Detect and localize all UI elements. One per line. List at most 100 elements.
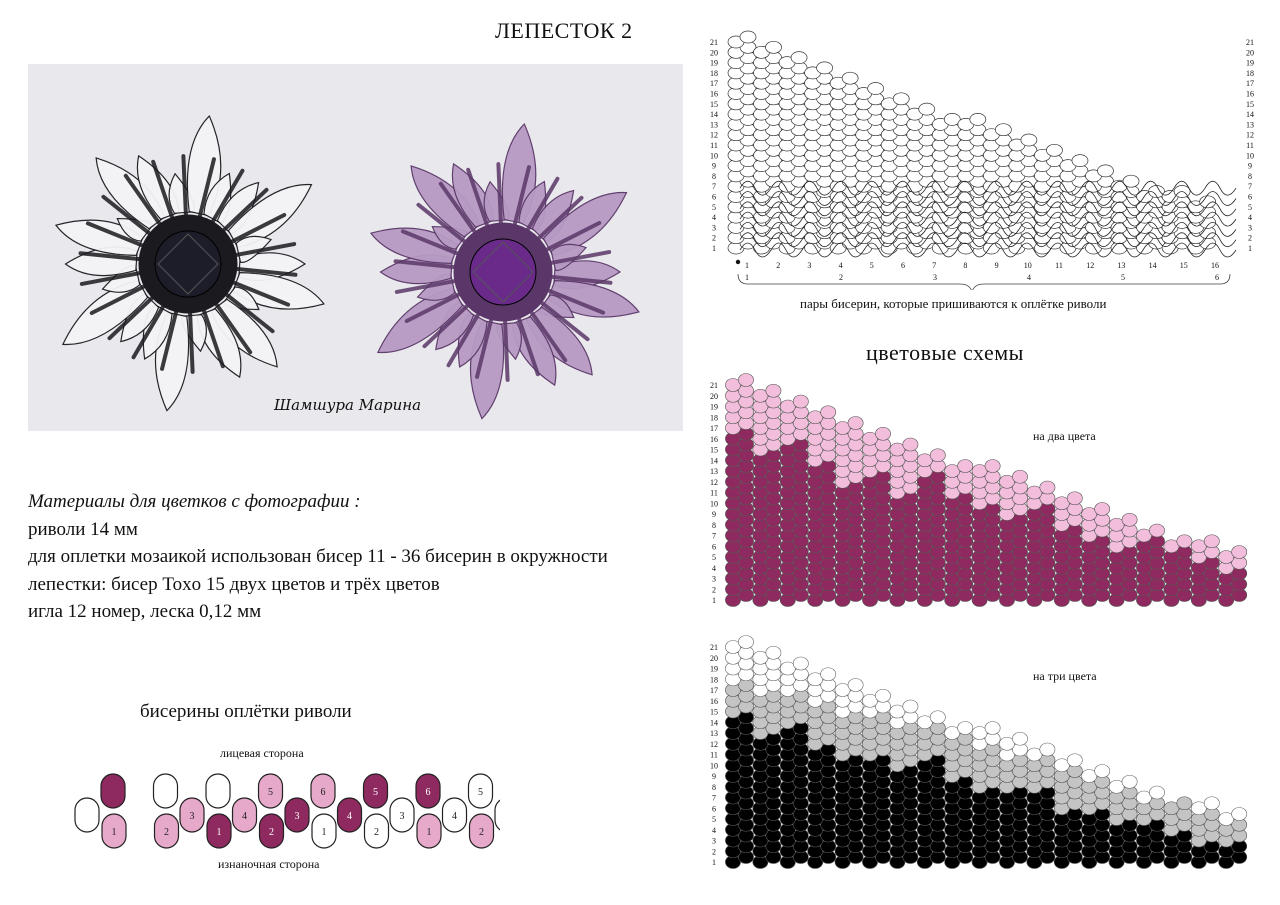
bead-number: 2 — [479, 827, 484, 838]
pair-number: 15 — [1180, 261, 1188, 270]
scheme-row-number: 3 — [712, 837, 716, 846]
row-number-right: 9 — [1248, 162, 1252, 171]
bead — [74, 797, 100, 833]
row-number-right: 11 — [1246, 141, 1254, 150]
scheme-bead — [765, 645, 782, 660]
scheme-bead — [1203, 796, 1220, 811]
pair-number: 16 — [1211, 261, 1219, 270]
scheme-row-number: 21 — [710, 381, 718, 390]
group-number: 2 — [839, 273, 843, 282]
wrap-bead-middle: 4 — [231, 797, 258, 833]
thread-path — [739, 191, 1237, 206]
row-number-left: 2 — [712, 234, 716, 243]
scheme-bead — [847, 678, 864, 692]
wrap-bead-top: 6 — [415, 773, 441, 809]
scheme-bead — [1203, 534, 1220, 549]
pattern-bead — [1122, 174, 1140, 188]
scheme-row-number: 1 — [712, 858, 716, 867]
bead-number: 2 — [269, 827, 274, 838]
scheme-bead — [1149, 785, 1165, 800]
petal-stripe — [227, 278, 291, 307]
wrap-bead-top — [152, 773, 179, 809]
color-schemes-title: цветовые схемы — [866, 340, 1024, 365]
pair-number: 1 — [745, 261, 749, 270]
scheme-bead — [1176, 796, 1193, 811]
petal-stripe — [502, 314, 510, 382]
scheme-bead — [1190, 539, 1207, 554]
petal-stripe — [511, 165, 531, 231]
beaded-flowers-image — [54, 114, 640, 420]
row-number-right: 10 — [1246, 151, 1254, 160]
scheme-row-number: 20 — [710, 654, 718, 663]
bead — [231, 797, 258, 833]
bead-number: 1 — [112, 827, 117, 838]
petal-stripe — [226, 212, 287, 246]
scheme-bead — [984, 459, 1001, 473]
row-number-left: 15 — [710, 100, 718, 109]
row-number-left: 10 — [710, 151, 718, 160]
scheme-bead — [1081, 769, 1098, 783]
bead-number: 6 — [321, 787, 326, 798]
wrap-beads-diagram: 5 6 5 6 5 3 4 3 4 3 4 1 2 1 2 1 2 1 2 — [74, 773, 500, 849]
scheme-row-number: 18 — [710, 675, 718, 684]
scheme-row-number: 19 — [710, 403, 718, 412]
scheme-row-number: 14 — [710, 456, 718, 465]
row-number-right: 5 — [1248, 203, 1252, 212]
scheme-bead — [1163, 801, 1180, 816]
scheme-bead — [1163, 539, 1180, 554]
bead-number: 1 — [322, 827, 327, 838]
scheme-row-number: 20 — [710, 392, 718, 401]
row-number-right: 17 — [1246, 79, 1254, 88]
rivoli-facet — [472, 241, 534, 303]
petal-stripe — [151, 159, 176, 224]
row-number-left: 7 — [712, 182, 716, 191]
scheme-bead — [834, 421, 851, 435]
petal-stripe — [533, 195, 584, 244]
petal-stripe — [515, 312, 540, 377]
scheme-bead — [765, 383, 782, 398]
wrap-bead-middle: 3 — [389, 797, 415, 833]
scheme-bead — [971, 464, 988, 478]
scheme-row-number: 5 — [712, 553, 716, 562]
row-number-right: 14 — [1246, 110, 1254, 119]
row-number-left: 5 — [712, 203, 716, 212]
bead — [389, 797, 415, 833]
wrap-section-title: бисерины оплётки риволи — [140, 701, 352, 722]
lilac-flower — [369, 122, 640, 420]
petal-stripe — [394, 278, 461, 294]
scheme-bead — [1108, 517, 1125, 532]
row-number-right: 12 — [1246, 131, 1254, 140]
scheme-bead — [1066, 753, 1083, 768]
bead-number: 1 — [427, 827, 432, 838]
scheme-bead — [752, 650, 769, 665]
thread-path — [739, 201, 1237, 217]
scheme-row-number: 8 — [712, 783, 716, 792]
bead — [468, 813, 495, 849]
wrap-bead-middle: 3 — [179, 797, 205, 833]
scheme-bead — [820, 667, 837, 682]
group-number: 5 — [1121, 273, 1125, 282]
pattern-bead — [969, 113, 987, 126]
bead — [257, 773, 284, 809]
wrap-bead-middle: 4 — [441, 797, 468, 833]
scheme-row-number: 3 — [712, 575, 716, 584]
scheme-bead — [725, 640, 741, 654]
bead — [101, 813, 127, 849]
petal-stripe — [200, 304, 225, 369]
scheme-bead — [1066, 491, 1083, 506]
pair-number: 4 — [839, 261, 843, 270]
row-number-right: 20 — [1246, 48, 1254, 57]
pair-number: 5 — [870, 261, 874, 270]
bead — [206, 813, 232, 849]
scheme-row-number: 12 — [710, 478, 718, 487]
pattern-bead — [739, 30, 757, 44]
scheme-bead — [792, 394, 809, 409]
pattern-bead — [892, 92, 910, 106]
petal-stripe — [545, 250, 612, 266]
scheme-row-number: 2 — [712, 847, 716, 856]
bead-number: 2 — [164, 827, 169, 838]
scheme-bead — [725, 378, 741, 392]
thread-path — [739, 180, 1237, 196]
bead — [310, 773, 336, 809]
